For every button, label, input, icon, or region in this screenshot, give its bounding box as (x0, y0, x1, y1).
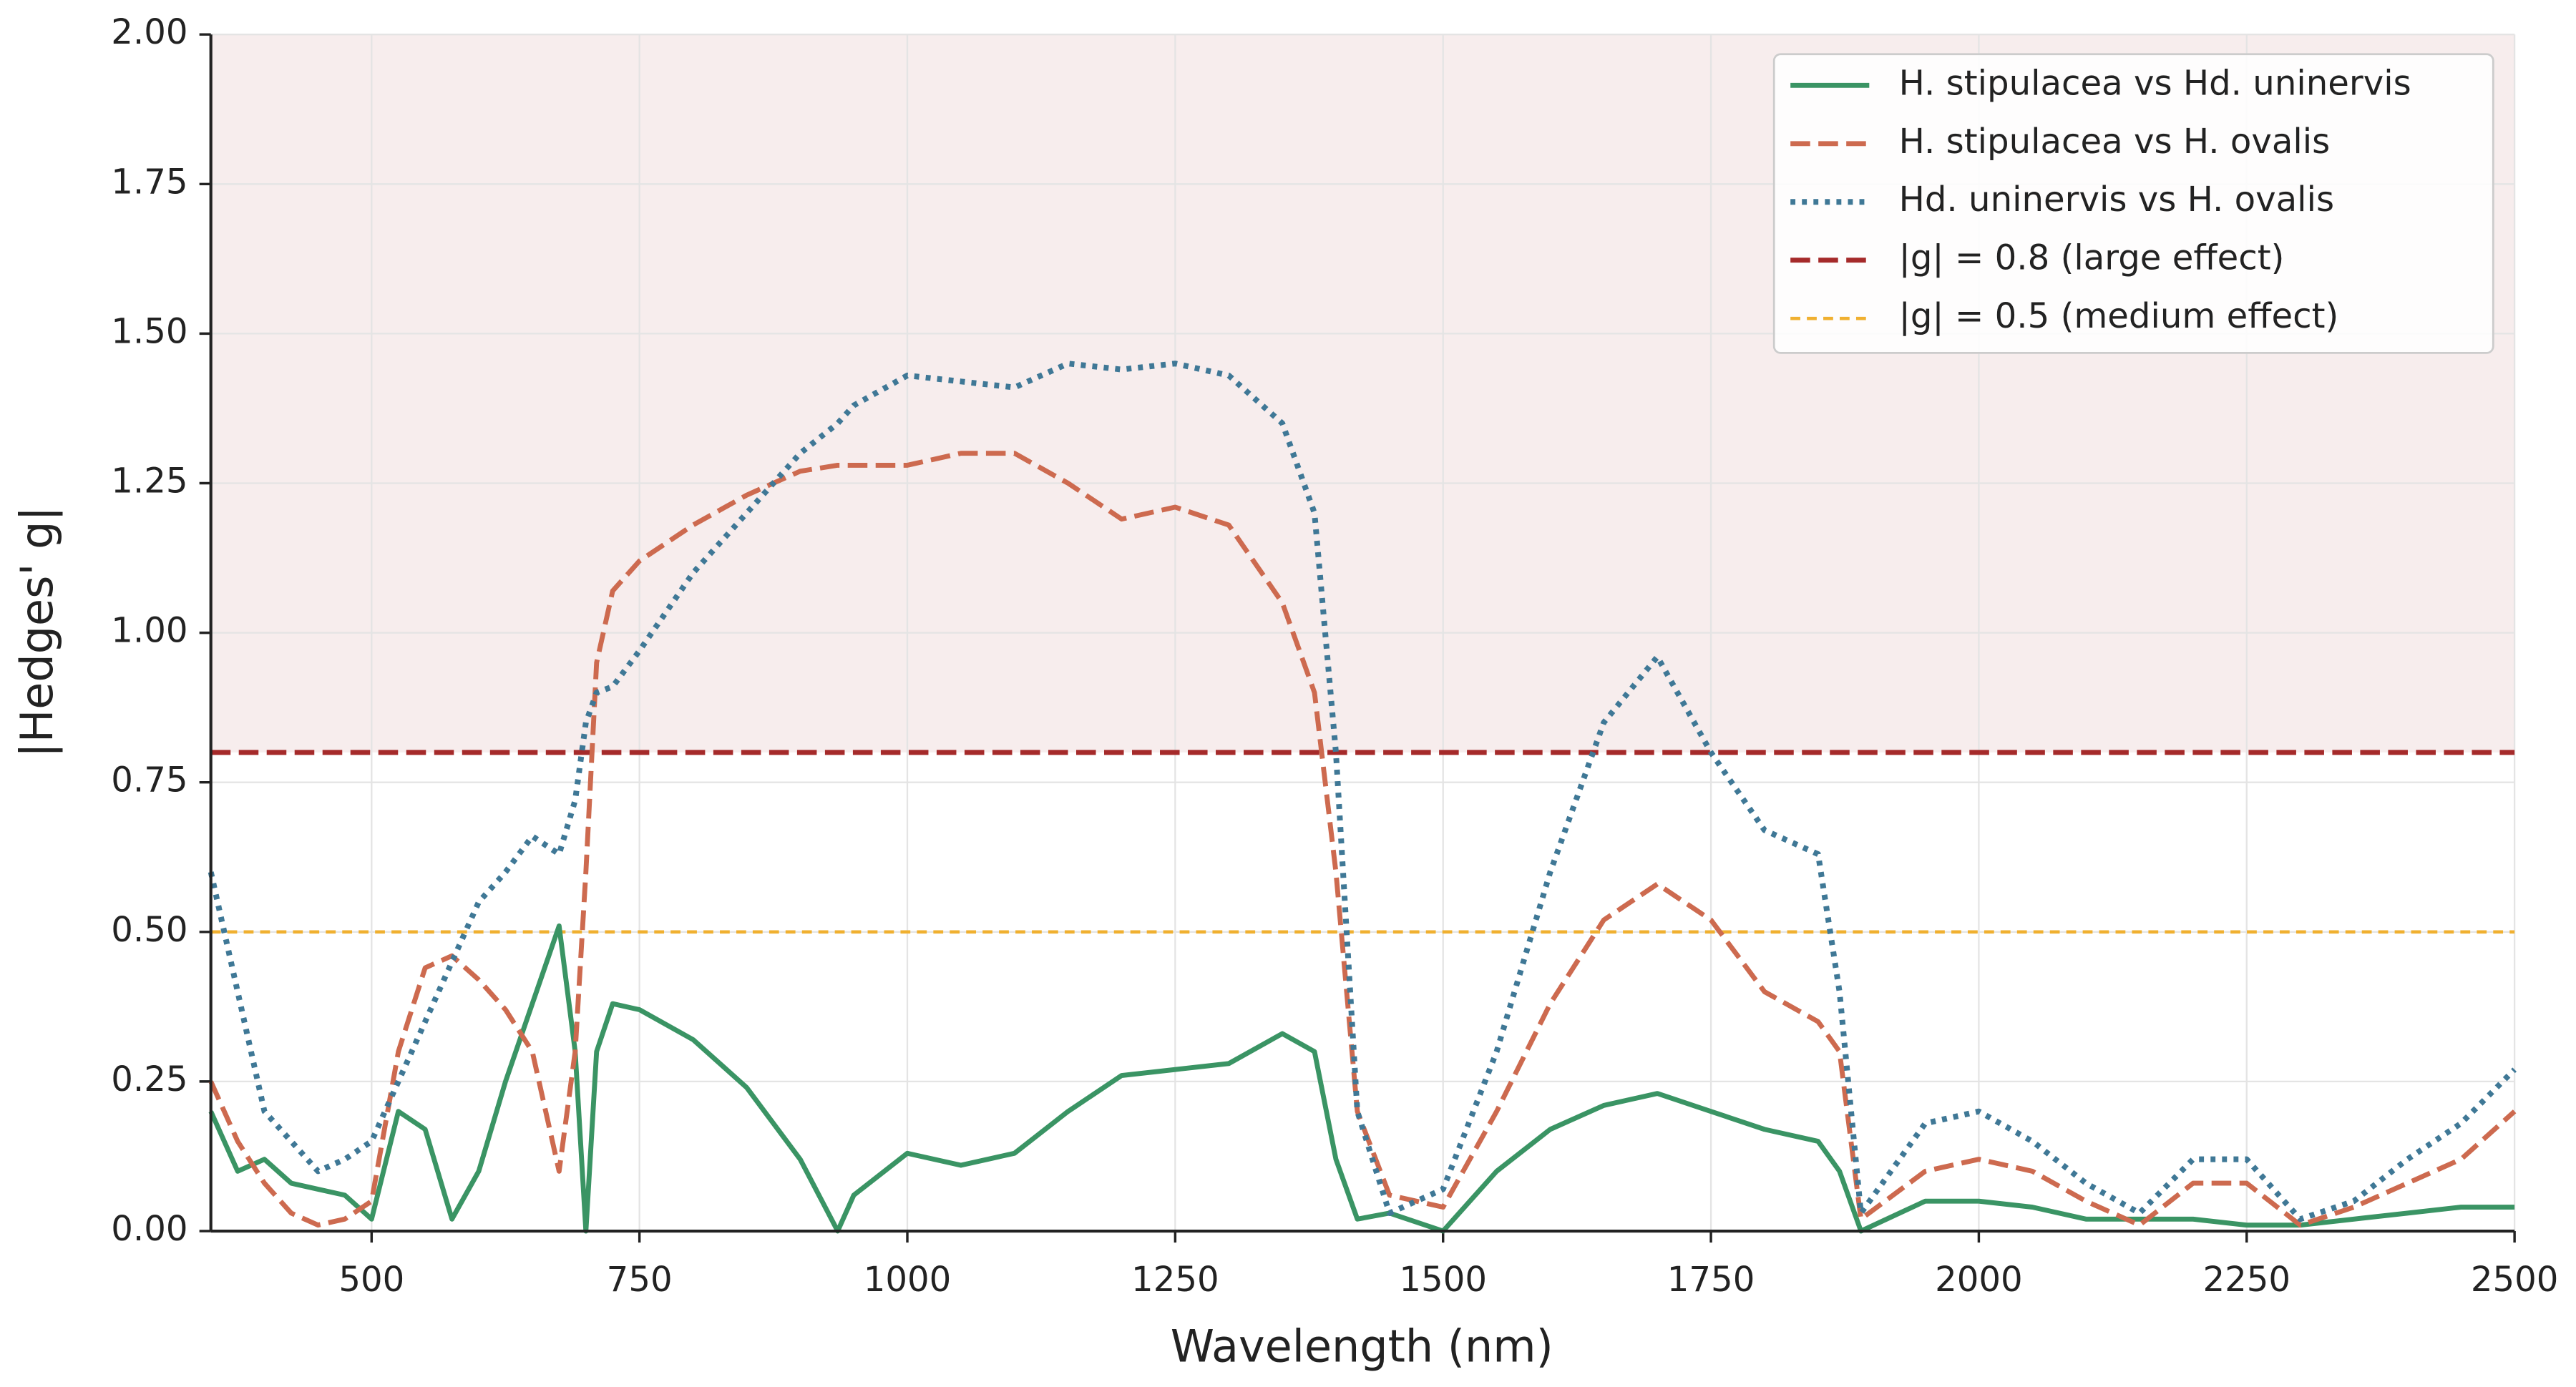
x-tick-label: 1500 (1399, 1260, 1487, 1300)
legend-box (1772, 53, 2494, 354)
legend-label: |g| = 0.5 (medium effect) (1899, 296, 2339, 336)
x-tick-label: 2500 (2471, 1260, 2559, 1300)
x-tick-label: 750 (607, 1260, 673, 1300)
x-tick-label: 500 (338, 1260, 404, 1300)
legend-label: H. stipulacea vs H. ovalis (1899, 122, 2331, 162)
legend-label: |g| = 0.8 (large effect) (1899, 238, 2285, 278)
x-tick-label: 1000 (864, 1260, 952, 1300)
data-line (208, 923, 2515, 1234)
y-tick-label: 1.50 (111, 311, 187, 351)
legend-label: Hd. uninervis vs H. ovalis (1899, 180, 2334, 220)
y-tick-label: 1.25 (111, 461, 187, 501)
y-tick-label: 0.00 (111, 1209, 187, 1249)
y-tick-label: 0.75 (111, 760, 187, 800)
y-tick-label: 1.75 (111, 162, 187, 202)
y-tick-label: 0.50 (111, 910, 187, 950)
x-axis-label: Wavelength (nm) (1171, 1320, 1553, 1372)
x-tick-label: 1250 (1131, 1260, 1219, 1300)
y-axis-label: |Hedges' g| (11, 506, 64, 758)
x-tick-label: 2000 (1935, 1260, 2023, 1300)
y-tick-label: 1.00 (111, 611, 187, 651)
y-tick-label: 2.00 (111, 12, 187, 52)
legend: H. stipulacea vs Hd. uninervis H. stipula… (1772, 53, 2494, 354)
y-tick-label: 0.25 (111, 1059, 187, 1099)
data-line (208, 451, 2517, 1228)
legend-label: H. stipulacea vs Hd. uninervis (1899, 63, 2411, 103)
x-tick-label: 2250 (2202, 1260, 2290, 1300)
x-tick-label: 1750 (1667, 1260, 1755, 1300)
